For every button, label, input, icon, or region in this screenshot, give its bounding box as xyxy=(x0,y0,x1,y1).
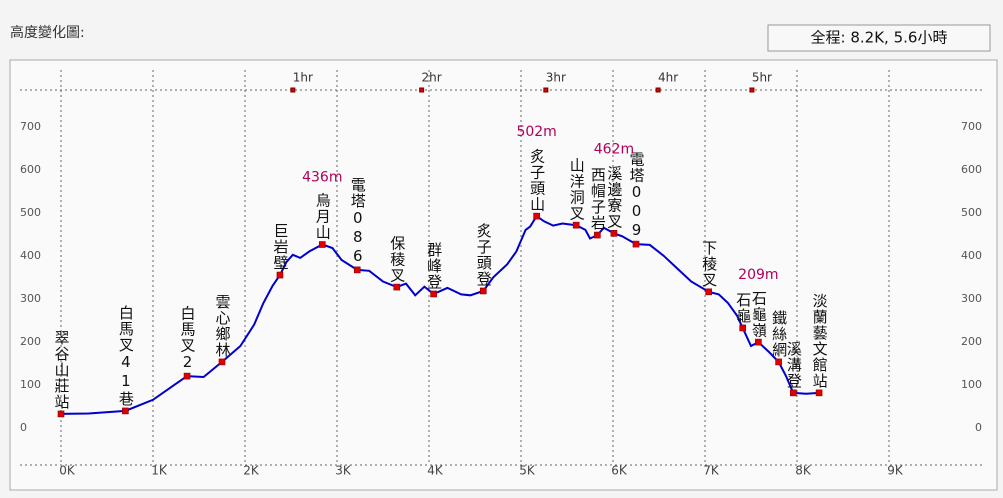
peak-annotation: 209m xyxy=(738,267,778,283)
waypoint-label: 巨岩壁 xyxy=(271,223,289,271)
time-tick-label: 3hr xyxy=(546,71,566,85)
waypoint-label: 石龜嶺 xyxy=(750,290,768,338)
waypoint-label: 雲心鄉林 xyxy=(214,294,232,358)
x-tick-label: 1K xyxy=(151,464,168,478)
waypoint-marker xyxy=(393,283,401,291)
waypoint-label: 炙子頭山 xyxy=(528,147,546,212)
time-tick xyxy=(290,87,296,93)
waypoint-label: 西帽子岩 xyxy=(589,167,607,231)
y-tick-label-right: 0 xyxy=(975,421,982,434)
waypoint-marker xyxy=(755,338,762,346)
y-tick-label-right: 600 xyxy=(961,163,982,176)
waypoint-marker xyxy=(775,358,782,366)
y-tick-label-right: 300 xyxy=(961,292,982,305)
waypoint-label: 溪溝登 xyxy=(785,341,803,389)
elevation-line xyxy=(60,214,820,415)
y-tick-label: 300 xyxy=(20,292,41,305)
y-tick-label: 100 xyxy=(20,378,41,391)
waypoint-marker xyxy=(533,212,540,220)
waypoint-marker xyxy=(572,221,580,229)
waypoint-label: 白馬叉2 xyxy=(179,305,197,372)
waypoint-marker xyxy=(122,407,129,415)
y-tick-label-right: 200 xyxy=(961,335,982,348)
waypoint-marker xyxy=(430,290,437,298)
x-tick-label: 3K xyxy=(335,464,352,478)
waypoint-marker xyxy=(594,231,601,239)
x-tick-label: 9K xyxy=(887,464,904,478)
peak-annotation: 462m xyxy=(594,141,634,157)
waypoint-marker xyxy=(218,358,226,366)
waypoint-label: 翠谷山莊站 xyxy=(53,330,71,410)
waypoint-label: 保稜叉 xyxy=(388,235,406,283)
time-tick-label: 1hr xyxy=(293,71,313,85)
waypoint-marker xyxy=(276,271,284,279)
waypoint-marker xyxy=(318,241,326,248)
waypoint-label: 石龜 xyxy=(734,292,752,324)
waypoint-marker xyxy=(739,324,747,332)
time-tick-label: 4hr xyxy=(658,71,678,85)
waypoint-label: 溪邊寮叉 xyxy=(605,165,623,229)
peak-annotation: 436m xyxy=(302,170,342,186)
waypoint-label: 白馬叉41巷 xyxy=(117,305,135,407)
plot-area xyxy=(9,59,998,491)
chart-title: 高度變化圖: xyxy=(10,24,85,41)
waypoint-label: 淡蘭藝文館站 xyxy=(811,293,829,389)
waypoint-label: 下稜叉 xyxy=(700,240,718,288)
time-tick-label: 2hr xyxy=(422,71,442,85)
summary: 全程: 8.2K, 5.6小時 xyxy=(811,29,948,47)
y-tick-label-right: 100 xyxy=(961,378,982,391)
time-tick xyxy=(655,87,661,93)
x-tick-label: 8K xyxy=(795,464,812,478)
waypoint-label: 電塔009 xyxy=(628,151,646,240)
y-tick-label-right: 700 xyxy=(961,120,982,133)
waypoint-marker xyxy=(183,372,191,380)
time-tick-label: 5hr xyxy=(752,71,772,85)
waypoint-label: 烏月山 xyxy=(314,193,332,241)
waypoint-label: 炙子頭登 xyxy=(475,222,493,287)
peak-annotation: 502m xyxy=(516,124,556,140)
y-tick-label-right: 400 xyxy=(961,249,982,262)
waypoint-marker xyxy=(815,389,823,397)
time-tick xyxy=(419,87,425,93)
waypoint-marker xyxy=(610,230,618,237)
waypoint-marker xyxy=(705,288,712,296)
x-tick-label: 2K xyxy=(243,464,260,478)
y-tick-label: 200 xyxy=(20,335,41,348)
waypoint-marker xyxy=(57,410,65,418)
summary-box xyxy=(767,24,991,52)
waypoint-marker xyxy=(790,389,797,397)
y-tick-label: 0 xyxy=(20,421,27,434)
y-tick-label: 700 xyxy=(20,120,41,133)
waypoint-marker xyxy=(632,240,640,248)
x-tick-label: 6K xyxy=(611,464,628,478)
waypoint-label: 電塔086 xyxy=(349,177,367,266)
x-tick-label: 4K xyxy=(427,464,444,478)
y-tick-label-right: 500 xyxy=(961,206,982,219)
x-tick-label: 5K xyxy=(519,464,536,478)
waypoint-label: 群峰登 xyxy=(425,242,443,290)
y-tick-label: 600 xyxy=(20,163,41,176)
waypoint-label: 山洋洞叉 xyxy=(568,157,586,221)
y-tick-label: 400 xyxy=(20,249,41,262)
waypoint-marker xyxy=(353,266,361,274)
waypoint-marker xyxy=(479,287,487,295)
x-tick-label: 0K xyxy=(59,464,76,478)
y-tick-label: 500 xyxy=(20,206,41,219)
time-tick xyxy=(749,87,755,93)
x-tick-label: 7K xyxy=(703,464,720,478)
time-tick xyxy=(543,87,549,93)
waypoint-label: 鐵絲網 xyxy=(770,309,788,358)
